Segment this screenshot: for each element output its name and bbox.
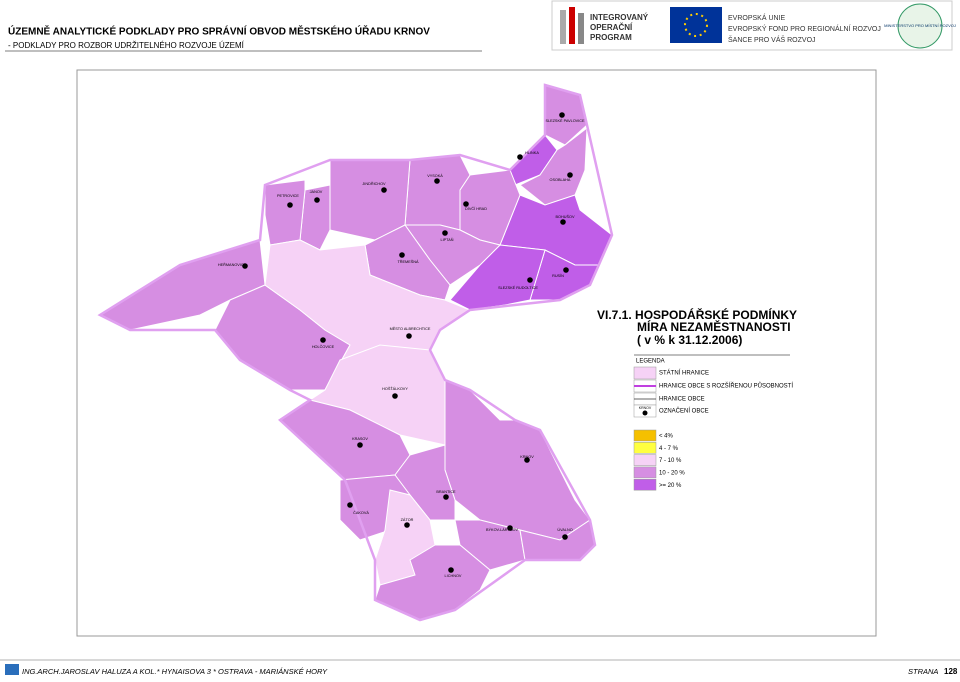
legend-label: OZNAČENÍ OBCE	[659, 408, 709, 415]
municipality-label: RUSÍN	[552, 274, 564, 278]
legend-class-label: >= 20 %	[659, 483, 682, 489]
municipality-dot	[357, 442, 363, 448]
orp-border	[97, 83, 614, 622]
footer-page-label: STRANA	[908, 667, 938, 676]
logo-iop-bar	[569, 7, 575, 44]
map-title: MÍRA NEZAMĚSTNANOSTI	[637, 319, 791, 334]
legend-class-label: 4 - 7 %	[659, 446, 679, 452]
map-title: VI.7.1. HOSPODÁŘSKÉ PODMÍNKY	[597, 307, 797, 322]
legend-label: STÁTNÍ HRANICE	[659, 370, 709, 377]
municipality-dot	[347, 502, 353, 508]
logo-iop-text: OPERAČNÍ	[590, 23, 633, 32]
municipality-label: PETROVICE	[277, 194, 299, 198]
municipality-label: BOHUŠOV	[556, 214, 575, 219]
legend-swatch	[633, 478, 657, 491]
municipality-dot	[507, 525, 513, 531]
municipality-dot	[563, 267, 569, 273]
footer-icon	[5, 664, 19, 675]
municipality-dot	[442, 230, 448, 236]
logo-eu-text: ŠANCE PRO VÁŠ ROZVOJ	[728, 35, 816, 44]
municipality-dot	[562, 534, 568, 540]
municipality-label: MĚSTO ALBRECHTICE	[390, 326, 431, 331]
legend-swatch	[633, 429, 657, 442]
municipality-label: ČAKOVÁ	[353, 510, 369, 515]
municipality-label: KRASOV	[352, 437, 368, 441]
municipality-dot	[567, 172, 573, 178]
municipality-label: JANOV	[310, 190, 323, 194]
municipality-dot	[463, 201, 469, 207]
municipality-label: BÝKOV-LÁRYŠOV	[486, 527, 518, 532]
legend-swatch	[633, 454, 657, 466]
logo-bar	[551, 0, 953, 51]
municipality-dot	[524, 457, 530, 463]
logo-iop-bar	[578, 13, 584, 44]
municipality-area	[308, 344, 446, 446]
legend-swatch	[633, 442, 657, 454]
municipality-label: SLEZSKÉ RUDOLTICE	[498, 285, 538, 290]
legend-title: LEGENDA	[636, 359, 665, 365]
logo-eu-text: EVROPSKÝ FOND PRO REGIONÁLNÍ ROZVOJ	[728, 24, 881, 33]
eu-stars	[684, 13, 708, 37]
legend-class-label: 10 - 20 %	[659, 470, 685, 476]
municipality-label: ZÁTOR	[401, 518, 414, 522]
legend-sample	[633, 366, 657, 380]
municipality-label: JINDŘICHOV	[362, 181, 386, 186]
map-title: ( v % k 31.12.2006)	[637, 333, 742, 347]
municipality-dot	[527, 277, 533, 283]
logo-mmr-text: MINISTERSTVO PRO MÍSTNÍ ROZVOJ	[884, 23, 956, 28]
municipality-dot	[448, 567, 454, 573]
municipality-dot	[559, 112, 565, 118]
municipality-dot	[560, 219, 566, 225]
legend-label: HRANICE OBCE	[659, 397, 705, 403]
header-subtitle: - PODKLADY PRO ROZBOR UDRŽITELNÉHO ROZVO…	[8, 41, 245, 50]
municipality-label: HOŠŤÁLKOVY	[382, 386, 408, 391]
legend-label: HRANICE OBCE S ROZŠÍŘENOU PŮSOBNOSTÍ	[659, 382, 793, 390]
footer-author: ING.ARCH.JAROSLAV HALUZA A KOL.* HYNAISO…	[22, 667, 328, 676]
legend-class-label: 7 - 10 %	[659, 458, 682, 464]
municipality-dot	[320, 337, 326, 343]
municipality-label: ÚVALNO	[557, 527, 572, 532]
legend-swatch	[633, 466, 657, 479]
municipality-area	[404, 154, 471, 231]
municipality-dot	[381, 187, 387, 193]
municipality-dot	[314, 197, 320, 203]
municipality-area	[264, 179, 306, 246]
municipality-dot	[406, 333, 412, 339]
municipality-label: HOLČOVICE	[312, 344, 335, 349]
footer-page: 128	[944, 667, 958, 676]
logo-iop-text: PROGRAM	[590, 33, 632, 42]
municipality-dot	[287, 202, 293, 208]
municipality-dot	[392, 393, 398, 399]
header-title: ÚZEMNĚ ANALYTICKÉ PODKLADY PRO SPRÁVNÍ O…	[8, 25, 430, 38]
logo-iop-bar	[560, 10, 566, 44]
map: SLEZSKÉ PAVLOVICE HLINKA OSOBLAHA BOHUŠOV RU…	[97, 83, 614, 622]
municipality-dot	[399, 252, 405, 258]
municipality-dot	[404, 522, 410, 528]
municipality-dot	[242, 263, 248, 269]
municipality-label: HLINKA	[525, 151, 539, 155]
municipality-dot	[434, 178, 440, 184]
municipality-dot	[443, 494, 449, 500]
eu-flag	[670, 7, 722, 43]
municipality-label: LICHNOV	[445, 574, 462, 578]
legend-dot	[642, 410, 648, 416]
logo-eu-text: EVROPSKÁ UNIE	[728, 13, 786, 22]
municipality-label: KRNOV	[520, 455, 534, 459]
municipality-label: BRANTICE	[436, 490, 456, 494]
municipality-label: DÍVČÍ HRAD	[465, 206, 487, 211]
legend-class-label: < 4%	[659, 434, 674, 440]
municipality-label: TŘEMEŠNÁ	[397, 259, 419, 264]
mmr-logo	[897, 3, 943, 49]
logo-iop-text: INTEGROVANÝ	[590, 13, 649, 22]
municipality-label: OSOBLAHA	[550, 178, 571, 182]
municipality-label: SLEZSKÉ PAVLOVICE	[545, 118, 585, 123]
municipality-dot	[517, 154, 523, 160]
municipality-label: HEŘMANOVICE	[218, 262, 247, 267]
legend-sample-label: KRNOV	[639, 406, 652, 410]
municipality-label: LIPTAŇ	[440, 237, 453, 242]
legend-classes: < 4% 4 - 7 % 7 - 10 % 10 - 20 % >= 20 %	[633, 429, 685, 491]
municipality-label: VYSOKÁ	[427, 174, 443, 178]
municipality-area	[519, 126, 588, 206]
